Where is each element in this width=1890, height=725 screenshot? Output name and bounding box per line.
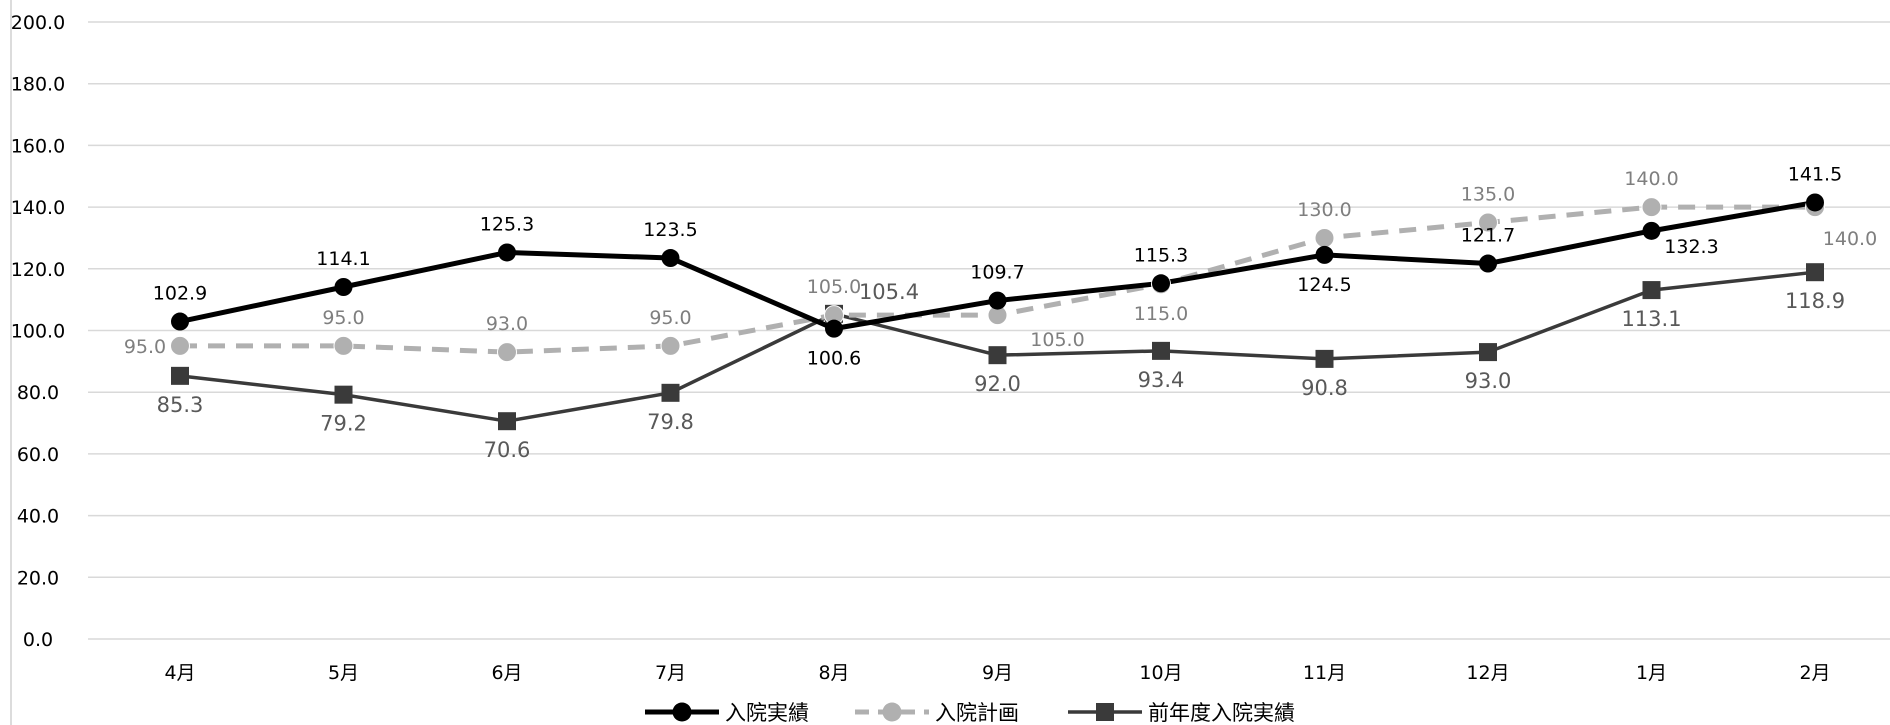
data-label: 100.6 (807, 348, 861, 370)
y-tick-label: 20.0 (17, 567, 59, 589)
data-point (1806, 193, 1824, 212)
data-label: 95.0 (322, 307, 364, 329)
legend-marker (672, 702, 692, 722)
data-labels: 102.9 114.1 125.3 123.5 100.6 109.7 115.3 124.5… (124, 163, 1877, 462)
data-label: 93.4 (1138, 368, 1185, 392)
y-tick-label: 100.0 (11, 321, 65, 343)
x-tick-label: 12月 (1466, 662, 1509, 684)
data-label: 95.0 (124, 336, 166, 358)
data-point (1315, 245, 1334, 264)
data-label: 105.4 (859, 280, 919, 304)
legend-label: 入院計画 (935, 701, 1019, 725)
data-point (334, 278, 353, 297)
data-point (170, 335, 190, 356)
data-label: 93.0 (1465, 369, 1512, 393)
y-axis-tick-labels: 0.0 20.0 40.0 60.0 80.0 100.0 120.0 140.0 160.0 1… (11, 12, 65, 651)
data-label: 141.5 (1788, 163, 1842, 185)
data-point (988, 346, 1007, 365)
legend-marker (1096, 703, 1114, 721)
data-label: 124.5 (1297, 274, 1351, 296)
data-point (1642, 221, 1661, 240)
x-tick-label: 6月 (491, 662, 522, 684)
data-label: 79.2 (320, 412, 367, 436)
legend: 入院実績 入院計画 前年度入院実績 (645, 701, 1295, 725)
data-label: 70.6 (484, 438, 531, 462)
legend-label: 入院実績 (725, 701, 809, 725)
x-tick-label: 10月 (1139, 662, 1182, 684)
data-label: 105.0 (807, 276, 861, 298)
data-label: 105.0 (1030, 329, 1084, 351)
y-tick-label: 40.0 (17, 506, 59, 528)
data-point (1806, 263, 1824, 282)
x-axis-tick-labels: 4月 5月 6月 7月 8月 9月 10月 11月 12月 1月 2月 (164, 662, 1830, 684)
data-point (497, 342, 517, 363)
data-point (498, 243, 516, 262)
data-label: 90.8 (1301, 376, 1348, 400)
y-tick-label: 160.0 (11, 135, 65, 157)
legend-label: 前年度入院実績 (1148, 701, 1295, 725)
data-label: 109.7 (970, 262, 1024, 284)
data-point (660, 335, 681, 356)
data-point (661, 383, 680, 402)
data-point (661, 249, 680, 268)
data-label: 102.9 (153, 283, 207, 305)
data-point (333, 335, 354, 356)
data-label: 79.8 (647, 410, 694, 434)
data-point (334, 385, 353, 404)
legend-marker (882, 702, 902, 722)
data-label: 135.0 (1461, 184, 1515, 206)
x-tick-label: 8月 (818, 662, 849, 684)
data-point (988, 291, 1007, 310)
data-label: 114.1 (316, 248, 370, 270)
data-point (1152, 274, 1170, 293)
data-label: 95.0 (649, 307, 691, 329)
data-point (825, 319, 843, 338)
x-tick-label: 7月 (655, 662, 686, 684)
series-markers (170, 193, 1825, 431)
x-tick-label: 4月 (164, 662, 195, 684)
y-tick-label: 140.0 (11, 197, 65, 219)
y-tick-label: 200.0 (11, 12, 65, 34)
x-tick-label: 9月 (982, 662, 1013, 684)
x-tick-label: 2月 (1799, 662, 1830, 684)
data-point (1479, 254, 1497, 273)
data-label: 140.0 (1624, 168, 1678, 190)
data-point (1642, 281, 1661, 300)
data-point (171, 366, 189, 385)
y-tick-label: 180.0 (11, 74, 65, 96)
data-point (1315, 349, 1334, 368)
data-label: 115.3 (1134, 244, 1188, 266)
data-label: 123.5 (643, 219, 697, 241)
data-label: 85.3 (157, 393, 204, 417)
data-label: 118.9 (1785, 289, 1845, 313)
data-point (1314, 227, 1335, 248)
x-tick-label: 1月 (1636, 662, 1667, 684)
data-label: 132.3 (1664, 236, 1718, 258)
data-point (498, 412, 516, 431)
data-point (1478, 212, 1498, 233)
x-tick-label: 5月 (328, 662, 359, 684)
data-point (171, 312, 189, 331)
data-label: 113.1 (1621, 307, 1681, 331)
data-point (1152, 341, 1170, 360)
x-tick-label: 11月 (1303, 662, 1346, 684)
data-label: 121.7 (1461, 225, 1515, 247)
data-label: 93.0 (486, 313, 528, 335)
y-tick-label: 60.0 (17, 444, 59, 466)
y-tick-label: 80.0 (17, 382, 59, 404)
data-label: 125.3 (480, 213, 534, 235)
data-label: 115.0 (1134, 303, 1188, 325)
data-label: 140.0 (1823, 228, 1877, 250)
data-point (1641, 197, 1662, 218)
data-point (1479, 343, 1497, 362)
data-label: 92.0 (974, 372, 1021, 396)
y-tick-label: 120.0 (11, 259, 65, 281)
gridlines (88, 21, 1890, 640)
data-label: 130.0 (1297, 199, 1351, 221)
y-tick-label: 0.0 (23, 629, 53, 651)
